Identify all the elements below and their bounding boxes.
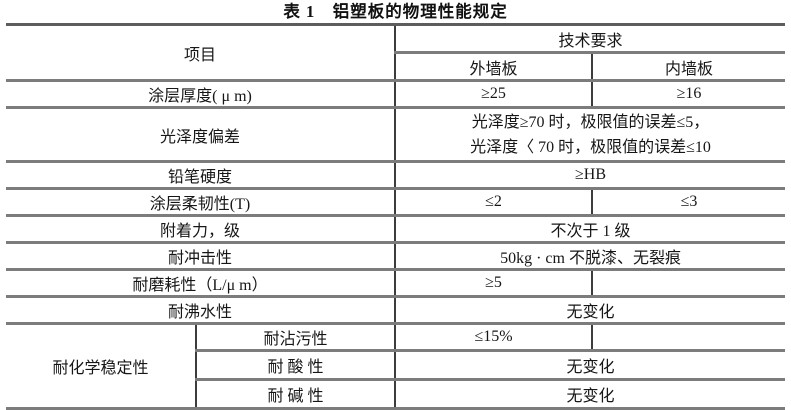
abrasion-resistance-interior-value xyxy=(591,269,786,298)
row-label-coating-flexibility: 涂层柔韧性(T) xyxy=(6,188,396,217)
row-label-pencil-hardness: 铅笔硬度 xyxy=(6,161,396,190)
row-label-coating-thickness: 涂层厚度( μ m) xyxy=(6,80,396,109)
gloss-deviation-line2: 光泽度〈 70 时，极限值的误差≤10 xyxy=(470,138,711,156)
impact-resistance-value: 50kg · cm 不脱漆、无裂痕 xyxy=(394,242,786,271)
row-label-alkali-resistance: 耐 碱 性 xyxy=(194,379,396,410)
header-requirement: 技术要求 xyxy=(394,24,786,54)
adhesion-value: 不次于 1 级 xyxy=(394,215,786,244)
header-exterior-panel: 外墙板 xyxy=(394,52,593,82)
header-interior-panel: 内墙板 xyxy=(591,52,786,82)
header-item: 项目 xyxy=(6,24,396,82)
row-label-boiling-water-resistance: 耐沸水性 xyxy=(6,296,396,325)
acid-resistance-value: 无变化 xyxy=(394,350,786,381)
table-title: 表 1 铝塑板的物理性能规定 xyxy=(283,2,508,21)
physical-properties-table: 项目 技术要求 外墙板 内墙板 涂层厚度( μ m) ≥25 ≥16 光泽度偏差… xyxy=(6,23,786,410)
gloss-deviation-value: 光泽度≥70 时，极限值的误差≤5， 光泽度〈 70 时，极限值的误差≤10 xyxy=(394,107,786,163)
abrasion-resistance-exterior-value: ≥5 xyxy=(394,269,593,298)
coating-flexibility-exterior-value: ≤2 xyxy=(394,188,593,217)
coating-thickness-interior-value: ≥16 xyxy=(591,80,786,109)
stain-resistance-exterior-value: ≤15% xyxy=(394,323,593,352)
row-label-adhesion: 附着力，级 xyxy=(6,215,396,244)
row-label-chemical-stability: 耐化学稳定性 xyxy=(6,323,196,410)
row-label-impact-resistance: 耐冲击性 xyxy=(6,242,396,271)
row-label-acid-resistance: 耐 酸 性 xyxy=(194,350,396,381)
row-label-abrasion-resistance: 耐磨耗性（L/μ m） xyxy=(6,269,396,298)
stain-resistance-interior-value xyxy=(591,323,786,352)
alkali-resistance-value: 无变化 xyxy=(394,379,786,410)
row-label-stain-resistance: 耐沾污性 xyxy=(194,323,396,352)
gloss-deviation-line1: 光泽度≥70 时，极限值的误差≤5， xyxy=(471,113,710,131)
coating-flexibility-interior-value: ≤3 xyxy=(591,188,786,217)
coating-thickness-exterior-value: ≥25 xyxy=(394,80,593,109)
row-label-gloss-deviation: 光泽度偏差 xyxy=(6,107,396,163)
pencil-hardness-value: ≥HB xyxy=(394,161,786,190)
boiling-water-resistance-value: 无变化 xyxy=(394,296,786,325)
